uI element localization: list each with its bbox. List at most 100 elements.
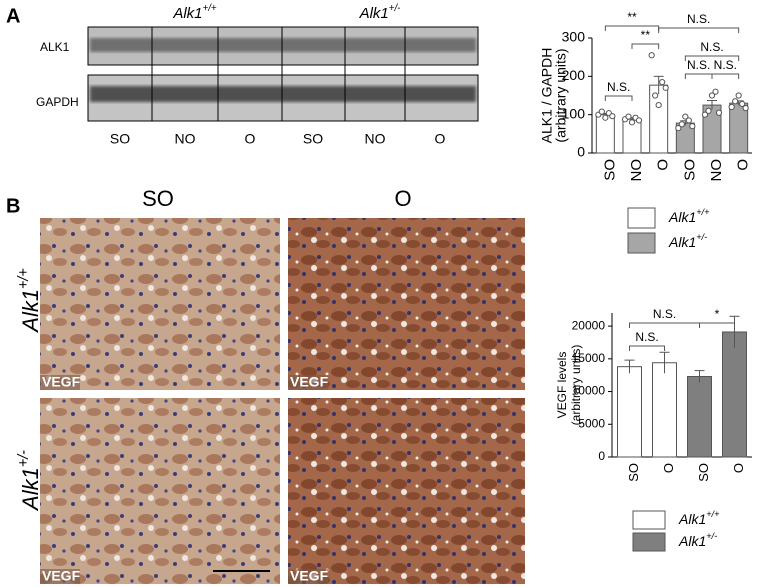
blot-group: Alk1+/+ [172, 3, 217, 22]
legend-label: Alk1+/- [668, 232, 707, 249]
significance-bracket [629, 345, 665, 351]
legend-swatch [627, 207, 656, 229]
significance-label: ** [627, 10, 637, 24]
x-tick-label: SO [601, 159, 618, 181]
data-point [735, 92, 742, 99]
lane-label: NO [175, 131, 196, 147]
y-axis-label: (arbitrary units) [553, 48, 569, 142]
bar [617, 366, 642, 458]
y-tick-label: 100 [562, 105, 586, 121]
data-point [689, 123, 696, 130]
y-axis-label: ALK1 / GAPDH [539, 48, 555, 144]
data-point [682, 113, 689, 120]
x-tick-label: O [661, 463, 676, 473]
blot-group: Alk1+/- [359, 3, 402, 22]
significance-bracket [631, 43, 660, 49]
significance-label: N.S. [653, 307, 676, 321]
data-point [652, 92, 659, 99]
data-point [628, 119, 636, 126]
legend-swatch [632, 532, 666, 552]
data-point [712, 88, 719, 95]
y-tick-label: 5000 [578, 416, 605, 430]
legend-label: Alk1+/+ [678, 509, 719, 526]
lane-label: O [245, 131, 256, 147]
x-tick-label: SO [696, 463, 711, 482]
x-tick-label: O [655, 159, 672, 171]
data-point [742, 105, 749, 112]
row-label: Alk1+/+ [16, 268, 43, 333]
significance-label: N.S. [607, 80, 630, 94]
histology-image [288, 218, 525, 390]
legend-swatch [627, 232, 656, 254]
bar [722, 331, 747, 458]
lane-label: NO [365, 131, 386, 147]
y-tick-label: 0 [577, 144, 585, 160]
data-point [701, 111, 709, 118]
data-point [609, 113, 616, 120]
data-point [659, 78, 666, 86]
data-point [715, 109, 723, 116]
significance-label: N.S. [687, 12, 710, 26]
significance-label: ** [641, 28, 651, 42]
x-tick-label: NO [708, 159, 725, 182]
data-point [598, 108, 605, 115]
blot [87, 26, 479, 122]
data-point [648, 52, 655, 59]
data-point [655, 101, 662, 109]
y-tick-label: 20000 [572, 318, 606, 332]
legend-swatch [632, 510, 666, 530]
data-point [732, 98, 739, 105]
legend-label: Alk1+/+ [668, 207, 709, 224]
column-header: SO [142, 186, 174, 211]
data-point [685, 117, 692, 124]
data-point [602, 114, 609, 121]
panel-label: A [6, 5, 20, 27]
x-tick-label: O [735, 159, 752, 171]
stain-label: VEGF [290, 374, 329, 390]
y-tick-label: 10000 [572, 384, 606, 398]
significance-bracket [684, 55, 740, 61]
y-axis-label: VEGF levels [555, 352, 569, 419]
lane-label: SO [110, 131, 130, 147]
stain-label: VEGF [42, 568, 81, 584]
data-point [708, 92, 716, 99]
stain-label: VEGF [42, 374, 81, 390]
x-tick-label: SO [681, 159, 698, 181]
histology-image [40, 398, 280, 584]
data-point [728, 103, 735, 111]
histology-image [40, 218, 280, 390]
data-point [675, 124, 682, 132]
bar [687, 375, 712, 458]
y-tick-label: 300 [562, 29, 586, 45]
significance-label: N.S. [635, 330, 658, 344]
significance-bracket [629, 322, 700, 328]
x-tick-label: SO [626, 463, 641, 482]
significance-label: N.S. [687, 58, 710, 72]
y-tick-label: 15000 [572, 351, 606, 365]
significance-label: N.S. [700, 40, 723, 54]
y-axis-label: (arbitrary units) [569, 345, 583, 426]
y-tick-label: 200 [562, 67, 586, 83]
y-tick-label: 0 [598, 449, 605, 463]
panel-label: B [6, 195, 20, 217]
blot-row-label: GAPDH [36, 95, 79, 109]
data-point [705, 107, 712, 114]
histology-image [288, 398, 525, 584]
data-point [635, 117, 643, 124]
column-header: O [394, 186, 411, 211]
lane-label: O [435, 131, 446, 147]
significance-label: N.S. [714, 58, 737, 72]
significance-bracket [711, 73, 740, 79]
data-point [678, 121, 685, 128]
data-point [739, 100, 746, 108]
significance-bracket [658, 27, 740, 33]
significance-label: * [715, 307, 720, 321]
bar [652, 362, 677, 458]
lane-label: SO [303, 131, 323, 147]
data-point [662, 84, 669, 91]
x-tick-label: O [731, 463, 746, 473]
significance-bracket [604, 25, 660, 31]
significance-bracket [699, 322, 735, 328]
x-tick-label: NO [628, 159, 645, 182]
